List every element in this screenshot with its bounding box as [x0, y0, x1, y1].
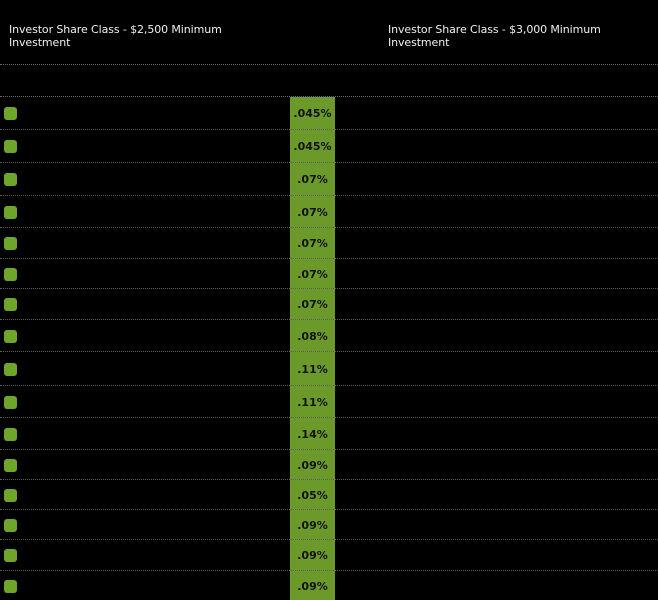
expense-ratio-value: .045% [293, 140, 332, 153]
table-row: .07% [0, 163, 658, 196]
expense-ratio-value: .07% [297, 298, 328, 311]
expense-ratio-value: .05% [297, 489, 328, 502]
expense-ratio-value: .07% [297, 268, 328, 281]
fee-table-body: .045% .045% .07% .07% .07% .07% .07% .08% .11% .1… [0, 97, 658, 600]
green-square-icon[interactable] [4, 396, 17, 409]
green-square-icon[interactable] [4, 298, 17, 311]
green-square-icon[interactable] [4, 519, 17, 532]
expense-ratio-value: .08% [297, 330, 328, 343]
expense-ratio-value: .09% [297, 459, 328, 472]
expense-ratio-value: .07% [297, 206, 328, 219]
right-column-title: Investor Share Class - $3,000 Minimum In… [388, 23, 601, 49]
green-square-icon[interactable] [4, 140, 17, 153]
table-row: .07% [0, 228, 658, 259]
table-top-divider [0, 96, 658, 97]
table-row: .09% [0, 540, 658, 571]
table-row: .07% [0, 196, 658, 228]
expense-ratio-value: .07% [297, 237, 328, 250]
table-header: Investor Share Class - $2,500 Minimum In… [0, 0, 658, 64]
expense-ratio-value: .09% [297, 580, 328, 593]
green-square-icon[interactable] [4, 206, 17, 219]
table-row: .14% [0, 418, 658, 450]
green-square-icon[interactable] [4, 489, 17, 502]
table-row: .07% [0, 289, 658, 320]
table-row: .05% [0, 480, 658, 510]
expense-ratio-value: .11% [297, 396, 328, 409]
green-square-icon[interactable] [4, 363, 17, 376]
expense-ratio-value: .11% [297, 363, 328, 376]
table-row: .11% [0, 386, 658, 418]
table-row: .09% [0, 571, 658, 600]
green-square-icon[interactable] [4, 580, 17, 593]
highlighted-column [290, 97, 335, 600]
expense-ratio-value: .07% [297, 173, 328, 186]
green-square-icon[interactable] [4, 549, 17, 562]
expense-ratio-value: .09% [297, 519, 328, 532]
green-square-icon[interactable] [4, 428, 17, 441]
table-row: .09% [0, 510, 658, 540]
table-row: .11% [0, 352, 658, 386]
green-square-icon[interactable] [4, 237, 17, 250]
expense-ratio-value: .14% [297, 428, 328, 441]
expense-ratio-value: .045% [293, 107, 332, 120]
header-divider [0, 64, 658, 65]
green-square-icon[interactable] [4, 173, 17, 186]
green-square-icon[interactable] [4, 268, 17, 281]
table-row: .045% [0, 130, 658, 163]
left-column-title: Investor Share Class - $2,500 Minimum In… [9, 23, 222, 49]
table-row: .07% [0, 259, 658, 289]
table-row: .08% [0, 320, 658, 352]
expense-ratio-value: .09% [297, 549, 328, 562]
green-square-icon[interactable] [4, 459, 17, 472]
green-square-icon[interactable] [4, 330, 17, 343]
table-row: .09% [0, 450, 658, 480]
table-row: .045% [0, 97, 658, 130]
green-square-icon[interactable] [4, 107, 17, 120]
